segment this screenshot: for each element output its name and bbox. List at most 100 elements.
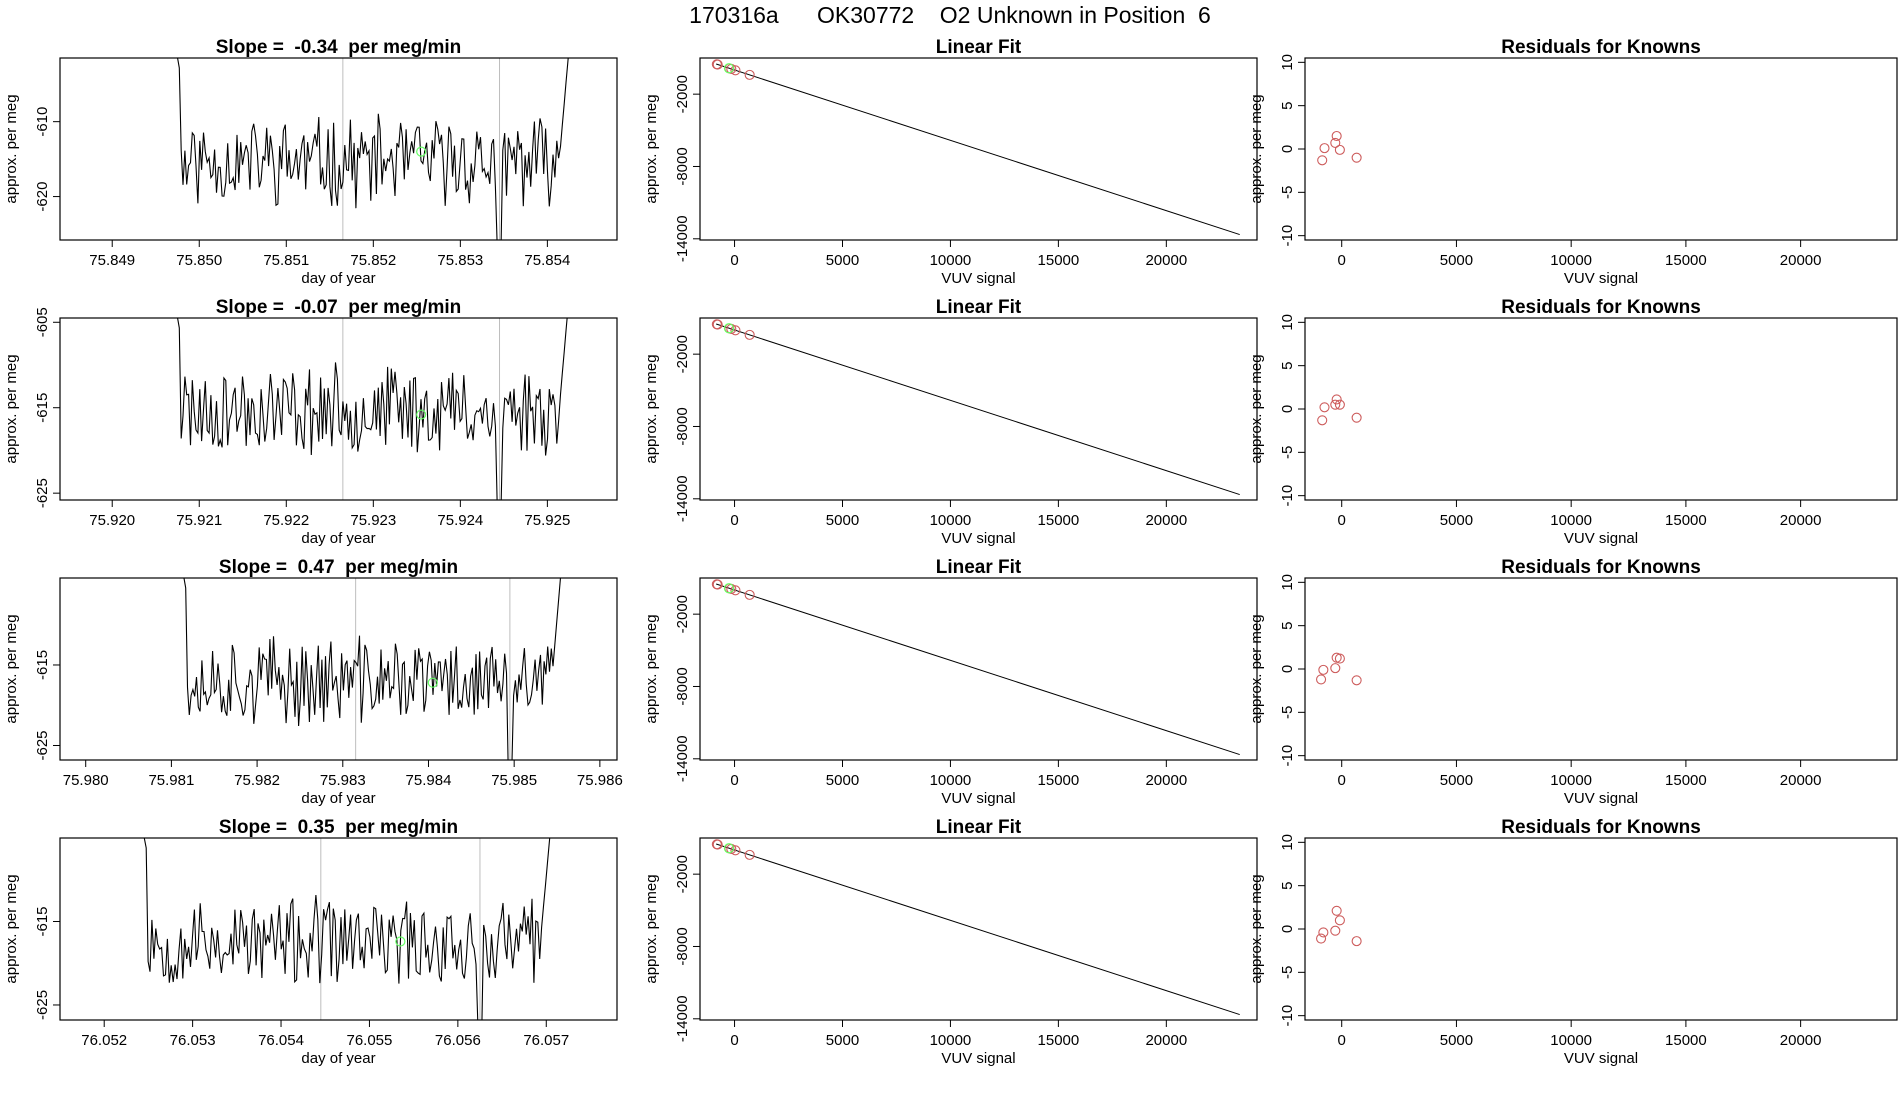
linear-fit-4-xtick-label: 15000 [1038, 1032, 1080, 1049]
residuals-1-ytick-label: 0 [1279, 145, 1296, 153]
linear-fit-2-data [711, 319, 1240, 496]
residuals-4-frame [1304, 837, 1898, 1021]
linear-fit-4-xtick-label: 0 [730, 1032, 738, 1049]
residuals-3-data [1316, 652, 1362, 686]
linear-fit-4-xtick-label: 10000 [930, 1032, 972, 1049]
linear-fit-3-known-point [712, 579, 723, 590]
residuals-3-frame [1304, 577, 1898, 761]
linear-fit-4-title: Linear Fit [936, 817, 1022, 838]
time-series-4-ytick-label: -615 [34, 906, 51, 936]
linear-fit-1-title: Linear Fit [936, 37, 1022, 58]
residuals-4-xtick-label: 15000 [1665, 1032, 1707, 1049]
linear-fit-1-known-point [730, 65, 741, 76]
residuals-1-residual-point [1319, 143, 1330, 154]
residuals-1-residual-point [1331, 130, 1342, 142]
time-series-3-trace [183, 578, 562, 760]
time-series-3-xtick-label: 75.982 [234, 772, 280, 789]
residuals-2-title: Residuals for Knowns [1501, 297, 1701, 318]
residuals-3-xtick-label: 20000 [1780, 772, 1822, 789]
residuals-1-xtick-label: 0 [1338, 252, 1346, 269]
residuals-1-ylabel: approx. per meg [1248, 94, 1265, 203]
linear-fit-4-known-point [730, 845, 741, 856]
time-series-4-xtick-label: 76.057 [523, 1032, 569, 1049]
residuals-2-residual-point [1317, 415, 1328, 426]
linear-fit-1-ytick-label: -14000 [674, 215, 691, 262]
time-series-4-ytick-label: -625 [34, 990, 51, 1020]
linear-fit-3-ylabel: approx. per meg [643, 614, 660, 723]
residuals-1-xtick-label: 5000 [1440, 252, 1473, 269]
time-series-1-data [177, 58, 569, 240]
linear-fit-4-data [711, 839, 1240, 1016]
linear-fit-4-unknown-point [723, 843, 735, 854]
linear-fit-2-unknown-point [723, 323, 735, 334]
residuals-2-xtick-label: 5000 [1440, 512, 1473, 529]
linear-fit-3-xtick-label: 10000 [930, 772, 972, 789]
linear-fit-3-unknown-point [723, 583, 735, 594]
residuals-4-xtick-label: 20000 [1780, 1032, 1822, 1049]
residuals-2-data [1317, 394, 1362, 426]
residuals-4-residual-point [1316, 933, 1327, 944]
linear-fit-2-panel: Linear Fit 0 5000 10000 15000 20000 -14000 -800… [643, 297, 1258, 547]
time-series-2-xtick-label: 75.920 [89, 512, 135, 529]
time-series-2-xlabel: day of year [301, 530, 375, 547]
residuals-3-xlabel: VUV signal [1564, 790, 1638, 807]
linear-fit-3-xlabel: VUV signal [941, 790, 1015, 807]
linear-fit-2-xtick-label: 10000 [930, 512, 972, 529]
linear-fit-4-ylabel: approx. per meg [643, 874, 660, 983]
time-series-4-unknown-point [395, 936, 406, 947]
linear-fit-1-xtick-label: 20000 [1145, 252, 1187, 269]
linear-fit-2-xtick-label: 15000 [1038, 512, 1080, 529]
time-series-3-data [183, 578, 562, 760]
figure-title: 170316a OK30772 O2 Unknown in Position 6 [689, 2, 1211, 28]
linear-fit-4-frame [699, 837, 1258, 1021]
time-series-1-frame [59, 57, 618, 241]
residuals-4-xlabel: VUV signal [1564, 1050, 1638, 1067]
residuals-3-xtick-label: 10000 [1550, 772, 1592, 789]
linear-fit-1-known-point [712, 59, 723, 70]
residuals-2-xtick-label: 20000 [1780, 512, 1822, 529]
residuals-1-data [1317, 130, 1362, 166]
time-series-3-frame [59, 577, 618, 761]
linear-fit-1-panel: Linear Fit 0 5000 10000 15000 20000 -14000 -800… [643, 37, 1258, 287]
linear-fit-2-known-point [730, 325, 741, 336]
linear-fit-1-frame [699, 57, 1258, 241]
residuals-3-xtick-label: 15000 [1665, 772, 1707, 789]
time-series-3-xtick-label: 75.980 [63, 772, 109, 789]
time-series-1-ylabel: approx. per meg [3, 94, 20, 203]
residuals-4-ytick-label: 5 [1279, 881, 1296, 889]
residuals-4-title: Residuals for Knowns [1501, 817, 1701, 838]
residuals-2-xlabel: VUV signal [1564, 530, 1638, 547]
linear-fit-2-ytick-label: -8000 [674, 407, 691, 445]
residuals-1-frame [1304, 57, 1898, 241]
linear-fit-4-ytick-label: -14000 [674, 995, 691, 1042]
linear-fit-1-fit-line [716, 63, 1240, 236]
linear-fit-1-xtick-label: 0 [730, 252, 738, 269]
time-series-2-xtick-label: 75.921 [176, 512, 222, 529]
linear-fit-4-xtick-label: 5000 [826, 1032, 859, 1049]
residuals-4-xtick-label: 0 [1338, 1032, 1346, 1049]
residuals-1-xlabel: VUV signal [1564, 270, 1638, 287]
linear-fit-3-data [711, 579, 1240, 756]
residuals-4-xtick-label: 10000 [1550, 1032, 1592, 1049]
time-series-4-xtick-label: 76.052 [81, 1032, 127, 1049]
linear-fit-2-frame [699, 317, 1258, 501]
linear-fit-2-ytick-label: -14000 [674, 475, 691, 522]
residuals-4-residual-point [1331, 905, 1342, 916]
residuals-4-ytick-label: -10 [1279, 1005, 1296, 1027]
residuals-2-ytick-label: -10 [1279, 485, 1296, 507]
time-series-4-title: Slope = 0.35 per meg/min [219, 817, 458, 838]
time-series-2-xtick-label: 75.923 [350, 512, 396, 529]
linear-fit-4-xtick-label: 20000 [1145, 1032, 1187, 1049]
time-series-2-xtick-label: 75.925 [524, 512, 570, 529]
residuals-1-residual-point [1351, 152, 1362, 163]
linear-fit-3-panel: Linear Fit 0 5000 10000 15000 20000 -14000 -800… [643, 557, 1258, 807]
time-series-1-xtick-label: 75.849 [89, 252, 135, 269]
residuals-1-title: Residuals for Knowns [1501, 37, 1701, 58]
time-series-2-ytick-label: -605 [34, 307, 51, 337]
residuals-2-frame [1304, 317, 1898, 501]
residuals-1-residual-point [1330, 137, 1341, 148]
linear-fit-4-ytick-label: -2000 [674, 855, 691, 893]
time-series-2-ytick-label: -615 [34, 393, 51, 423]
residuals-4-residual-point [1351, 936, 1362, 947]
